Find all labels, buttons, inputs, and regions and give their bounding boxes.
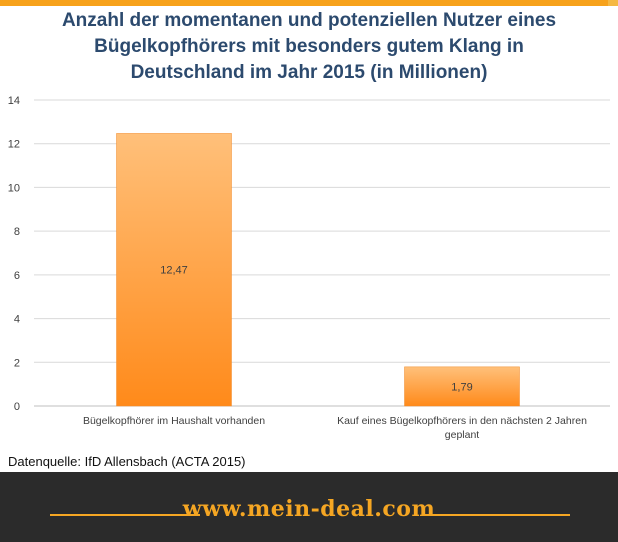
chart-title-line-1: Anzahl der momentanen und potenziellen N…: [61, 10, 557, 31]
data-label: 12,47: [160, 265, 188, 277]
bar-chart: 0 2 4 6 8 10 12 14 12,47 1,79 Bügelkopfhörer im …: [8, 95, 610, 441]
data-labels: 12,47 1,79: [160, 265, 472, 394]
y-tick-label: 4: [14, 314, 20, 326]
bar: [404, 366, 520, 407]
y-tick-label: 12: [8, 139, 20, 151]
footer-rule-left: [50, 514, 200, 516]
bars: [116, 133, 520, 407]
x-category-label: Bügelkopfhörer im Haushalt vorhanden: [83, 415, 265, 427]
data-label: 1,79: [451, 381, 472, 393]
bar: [116, 133, 232, 407]
footer-rule-right: [424, 514, 570, 516]
y-tick-label: 8: [14, 226, 20, 238]
y-tick-label: 10: [8, 182, 20, 194]
footer-banner: www.mein-deal.com: [0, 472, 618, 542]
y-tick-label: 6: [14, 270, 20, 282]
y-tick-label: 0: [14, 401, 20, 413]
footer-link[interactable]: www.mein-deal.com: [182, 496, 436, 522]
x-category-label: geplant: [445, 429, 480, 441]
corner-accent: [608, 0, 618, 6]
chart-title: Anzahl der momentanen und potenziellen N…: [20, 8, 598, 86]
y-tick-label: 2: [14, 357, 20, 369]
y-axis-ticks: 0 2 4 6 8 10 12 14: [8, 95, 20, 413]
x-axis-categories: Bügelkopfhörer im Haushalt vorhanden Kauf…: [83, 415, 587, 441]
chart-title-line-2: Bügelkopfhörers mit besonders gutem Klan…: [94, 36, 524, 57]
x-category-label: Kauf eines Bügelkopfhörers in den nächst…: [337, 415, 587, 427]
source-note: Datenquelle: IfD Allensbach (ACTA 2015): [8, 454, 246, 469]
chart-title-line-3: Deutschland im Jahr 2015 (in Millionen): [130, 62, 488, 83]
y-tick-label: 14: [8, 95, 20, 107]
top-accent-stripe: [0, 0, 618, 6]
